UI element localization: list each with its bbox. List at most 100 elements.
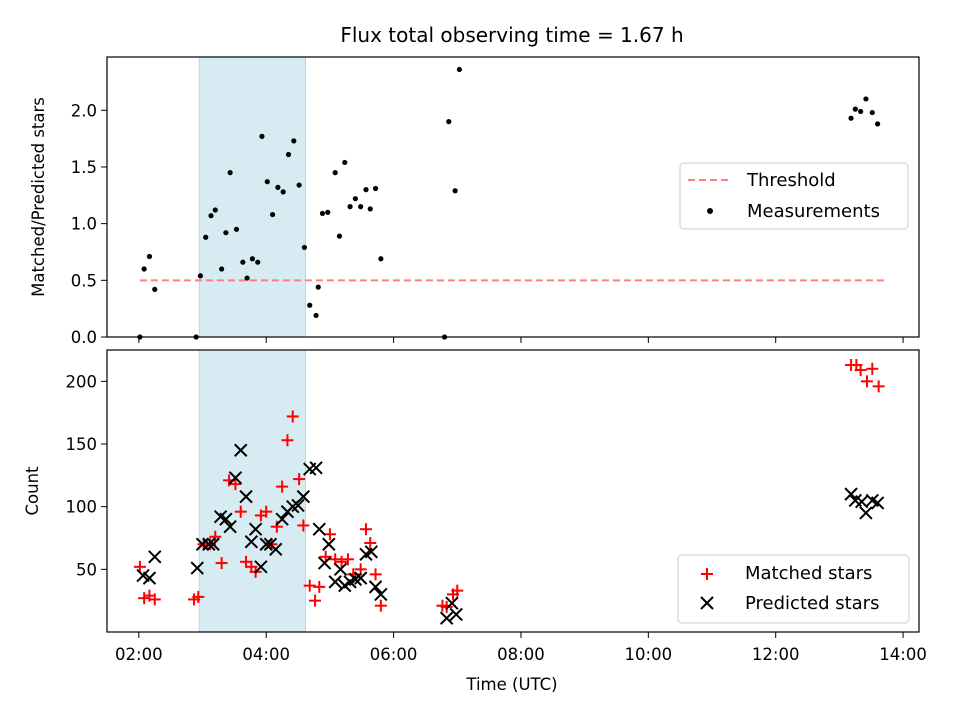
observing-window-shade	[198, 56, 306, 338]
bottom-plot-frame	[106, 349, 920, 633]
matched-star-marker	[359, 523, 372, 536]
predicted-star-marker-b	[312, 522, 326, 536]
bottom-legend: Matched stars Predicted stars	[677, 554, 910, 624]
measurement-point	[208, 213, 214, 219]
measurement-point	[352, 196, 358, 202]
predicted-star-marker-b	[269, 542, 283, 556]
predicted-star-marker-b	[309, 461, 323, 475]
bottom-xtick-label: 08:00	[497, 645, 545, 664]
predicted-star-marker-b	[870, 496, 885, 510]
predicted-star-marker-b	[449, 607, 463, 622]
matched-star-marker	[240, 555, 253, 568]
top-legend-box	[679, 162, 909, 230]
matched-star-marker	[313, 580, 326, 593]
legend-predicted-label: Predicted stars	[745, 593, 879, 614]
measurement-point	[219, 266, 225, 272]
predicted-star-marker	[248, 522, 263, 536]
predicted-star-marker	[190, 561, 204, 575]
predicted-star-marker-b	[275, 512, 289, 526]
predicted-star-marker-b	[364, 545, 379, 559]
predicted-star-marker	[368, 580, 383, 594]
predicted-star-marker	[449, 607, 463, 622]
predicted-star-marker-b	[213, 509, 228, 524]
predicted-star-marker	[244, 535, 259, 549]
top-ytick-label: 2.0	[71, 101, 97, 120]
predicted-star-marker-b	[348, 572, 363, 587]
measurement-point	[372, 185, 379, 192]
predicted-star-marker	[202, 537, 216, 551]
predicted-star-marker-b	[254, 560, 268, 574]
measurement-point	[203, 234, 209, 240]
matched-star-marker	[234, 505, 247, 518]
matched-star-marker	[229, 478, 242, 491]
predicted-star-marker	[859, 506, 873, 520]
predicted-star-marker-b	[148, 550, 162, 564]
predicted-star-marker-b	[142, 571, 157, 585]
top-ytick-label: 1.0	[71, 215, 97, 234]
bottom-ytick-label: 50	[76, 560, 97, 579]
measurement-point	[146, 253, 153, 260]
matched-star-marker	[374, 599, 387, 612]
measurement-point	[852, 106, 858, 112]
measurement-point	[227, 170, 233, 176]
predicted-star-marker-b	[223, 520, 237, 534]
top-ytick-label: 1.5	[71, 158, 97, 177]
bottom-ytick-label: 150	[66, 435, 98, 454]
matched-star-marker	[440, 600, 453, 613]
measurement-point	[875, 121, 881, 127]
matched-star-marker	[860, 375, 873, 388]
measurement-point	[863, 96, 869, 102]
predicted-star-marker-b	[234, 443, 248, 457]
predicted-star-marker-b	[353, 571, 368, 585]
measurement-point	[313, 312, 319, 319]
predicted-star-marker-b	[848, 493, 863, 508]
predicted-star-marker-b	[239, 489, 253, 504]
predicted-star-marker-b	[228, 471, 243, 485]
predicted-star-marker-b	[368, 580, 383, 594]
predicted-star-marker	[348, 572, 363, 587]
predicted-star-marker	[223, 520, 237, 534]
measurement-point	[336, 233, 343, 239]
predicted-star-marker-b	[865, 493, 880, 508]
predicted-star-marker	[309, 461, 323, 475]
measurement-point	[249, 256, 256, 262]
matched-star-marker	[297, 519, 310, 532]
matched-star-marker	[215, 557, 228, 570]
predicted-star-marker-b	[317, 556, 332, 570]
matched-star-marker	[451, 584, 464, 597]
matched-star-marker	[133, 560, 146, 573]
measurement-point	[363, 187, 369, 193]
predicted-star-marker	[228, 471, 243, 485]
measurement-point	[315, 284, 321, 290]
top-panel: 0.00.51.01.52.0 Matched/Predicted stars …	[29, 56, 920, 347]
predicted-star-marker	[322, 537, 336, 551]
predicted-star-marker	[374, 587, 388, 602]
bottom-xtick-label: 04:00	[242, 645, 290, 664]
predicted-star-marker	[333, 562, 348, 577]
matched-star-marker	[309, 594, 322, 607]
measurement-point	[446, 119, 452, 125]
bottom-ylabel: Count	[23, 466, 42, 516]
predicted-star-marker	[148, 550, 162, 564]
predicted-star-marker	[206, 537, 220, 551]
top-ytick-label: 0.0	[71, 328, 97, 347]
predicted-star-marker-b	[333, 562, 348, 577]
measurement-point	[301, 244, 308, 251]
legend-predicted-swatch	[700, 596, 714, 610]
predicted-star-marker	[312, 522, 326, 536]
predicted-star-marker-b	[136, 568, 150, 583]
predicted-star-marker-b	[859, 506, 873, 520]
top-ytick-label: 0.5	[71, 271, 97, 290]
predicted-star-marker	[239, 489, 253, 504]
measurement-point	[342, 159, 348, 166]
measurement-point	[280, 189, 286, 195]
matched-star-marker	[293, 473, 306, 486]
bottom-ytick-label: 200	[66, 372, 98, 391]
top-plot-frame	[106, 56, 920, 338]
measurement-point	[296, 182, 302, 188]
measurement-point	[233, 226, 240, 232]
matched-star-marker	[866, 362, 879, 375]
legend-matched-label: Matched stars	[745, 563, 872, 584]
measurement-point	[452, 188, 458, 194]
bottom-panel: 50 100 150 200 02:00 04:00 06:00 08:00 10:00 12:0…	[23, 349, 927, 694]
